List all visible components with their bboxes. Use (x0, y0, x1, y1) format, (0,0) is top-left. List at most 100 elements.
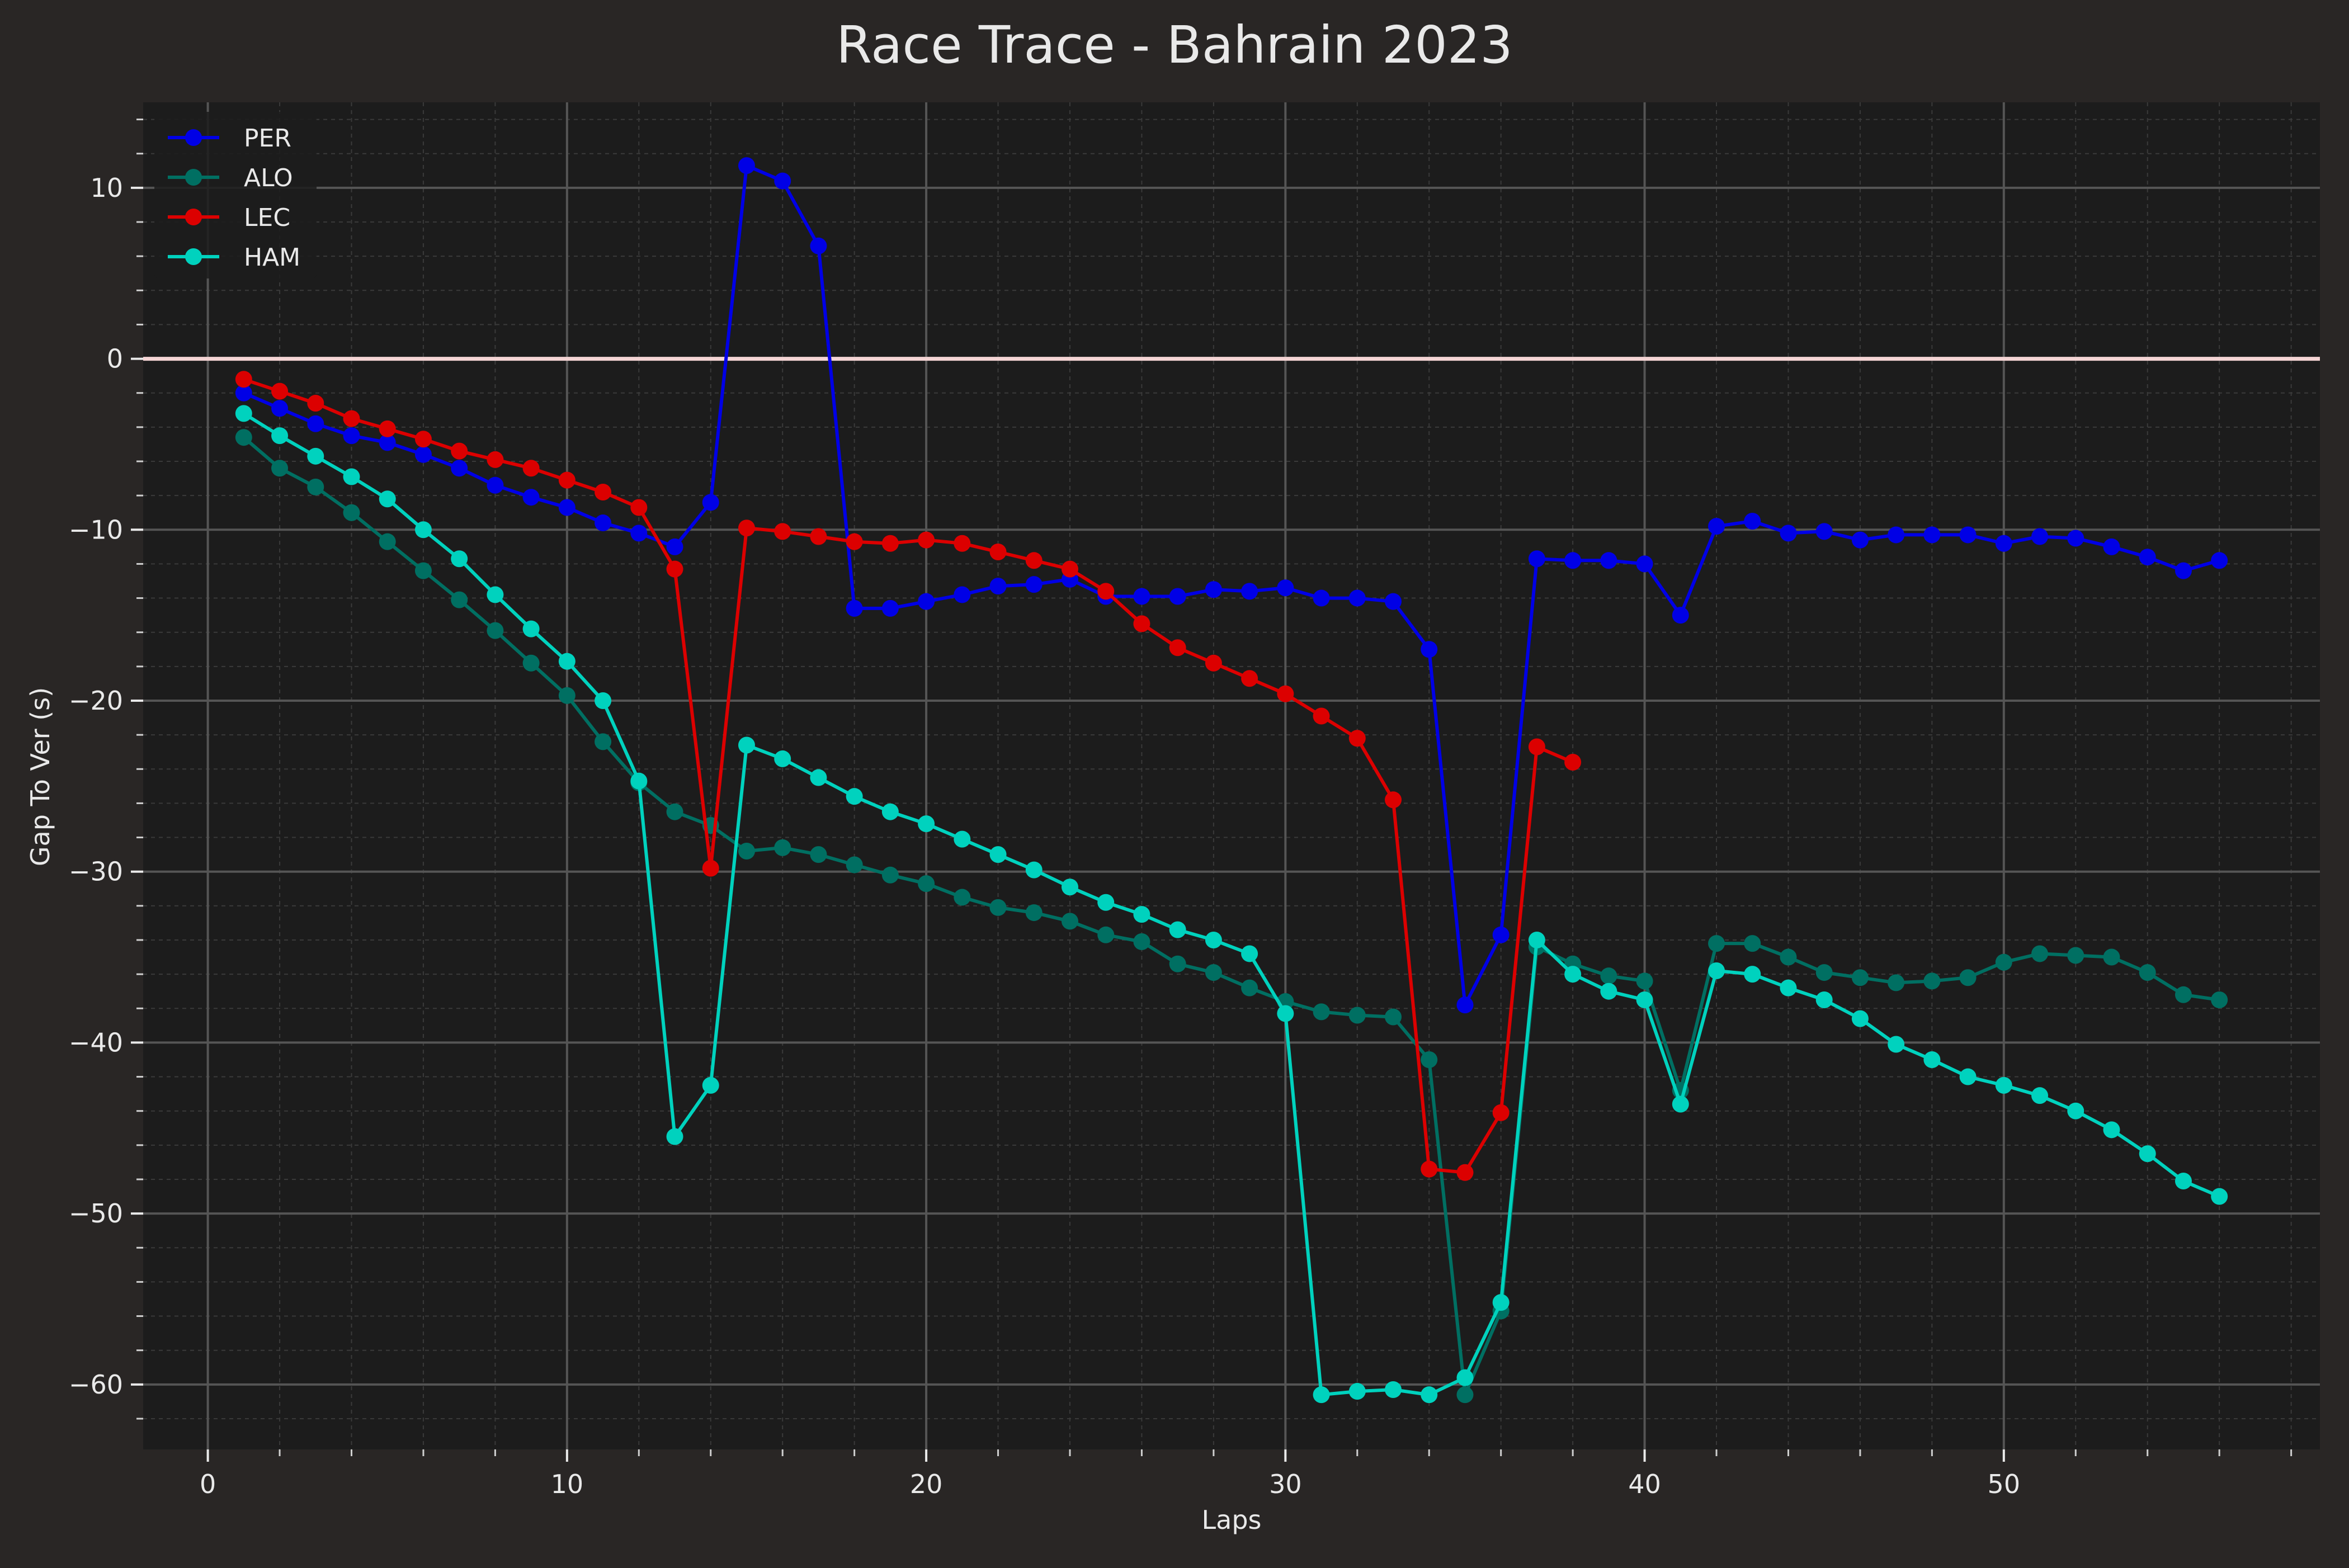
data-point (1133, 933, 1150, 951)
x-tick-label: 20 (910, 1469, 943, 1499)
data-point (2031, 1087, 2049, 1104)
data-point (1061, 913, 1078, 930)
y-tick-label: −40 (69, 1027, 123, 1057)
data-point (1385, 1381, 1402, 1399)
data-point (522, 489, 540, 506)
data-point (2103, 948, 2120, 966)
data-point (558, 471, 576, 489)
data-point (1421, 641, 1438, 658)
data-point (1348, 1383, 1366, 1400)
data-point (2031, 528, 2049, 545)
data-point (1348, 589, 1366, 607)
data-point (1959, 1068, 1977, 1085)
data-point (1205, 654, 1222, 672)
data-point (522, 460, 540, 477)
data-point (343, 468, 360, 485)
data-point (989, 899, 1007, 916)
data-point (846, 856, 863, 873)
data-point (343, 504, 360, 521)
data-point (379, 434, 396, 451)
data-point (1923, 972, 1941, 990)
data-point (379, 490, 396, 508)
y-tick-label: 10 (90, 173, 123, 203)
series-lec (235, 371, 1582, 1181)
data-point (1923, 1051, 1941, 1068)
legend-entry-per: PER (168, 124, 291, 153)
x-tick-label: 50 (1988, 1469, 2021, 1499)
data-point (2067, 1102, 2084, 1120)
data-point (738, 736, 755, 754)
data-point (2067, 530, 2084, 547)
legend-marker (185, 129, 202, 146)
data-point (558, 687, 576, 704)
legend-entry-alo: ALO (168, 164, 293, 192)
data-point (307, 415, 324, 432)
data-point (1888, 974, 1905, 991)
data-point (379, 533, 396, 550)
y-tick-label: −60 (69, 1369, 123, 1400)
data-point (1708, 962, 1725, 980)
data-point (271, 382, 289, 400)
data-point (630, 499, 648, 516)
data-point (2211, 991, 2228, 1008)
data-point (666, 560, 683, 578)
data-point (810, 237, 827, 254)
data-point (271, 427, 289, 445)
data-point (1205, 931, 1222, 948)
minor-grid (143, 102, 2320, 1449)
data-point (1313, 1003, 1330, 1021)
data-point (918, 875, 935, 892)
y-tick-label: −20 (69, 686, 123, 716)
data-point (1744, 935, 1761, 952)
data-point (595, 692, 612, 709)
data-point (379, 420, 396, 437)
legend-box (154, 112, 317, 278)
data-point (1277, 579, 1294, 597)
data-point (666, 1128, 683, 1145)
data-point (2139, 1145, 2156, 1163)
plot-area: 0 10 20 30 40 50 10 0 −10 −20 −30 −40 −50 −60 (69, 102, 2320, 1499)
data-point (1169, 921, 1186, 938)
data-point (1995, 953, 2012, 971)
legend-label: HAM (244, 243, 300, 272)
data-point (1780, 948, 1797, 966)
data-point (1492, 1104, 1510, 1121)
legend-label: LEC (244, 204, 290, 232)
data-point (989, 544, 1007, 561)
data-point (2031, 945, 2049, 962)
data-point (451, 550, 468, 568)
data-point (1169, 955, 1186, 972)
data-point (1241, 945, 1258, 962)
series-ham (235, 405, 2228, 1404)
data-point (630, 525, 648, 542)
data-point (1672, 607, 1689, 624)
data-point (1780, 525, 1797, 542)
y-tick-label: 0 (107, 344, 123, 374)
data-point (595, 484, 612, 501)
data-point (846, 533, 863, 550)
data-point (1744, 966, 1761, 983)
data-point (774, 172, 791, 190)
data-point (738, 519, 755, 537)
data-point (1313, 707, 1330, 725)
data-point (414, 446, 432, 463)
data-point (630, 772, 648, 790)
y-tick-label: −30 (69, 857, 123, 887)
data-point (1851, 531, 1869, 549)
legend-label: ALO (244, 164, 293, 192)
data-point (881, 599, 899, 617)
plot-background (143, 102, 2320, 1449)
data-point (1708, 518, 1725, 535)
data-point (1169, 588, 1186, 605)
data-point (810, 846, 827, 863)
chart-title: Race Trace - Bahrain 2023 (836, 15, 1513, 75)
data-point (1636, 991, 1653, 1008)
data-point (846, 788, 863, 805)
data-point (1421, 1160, 1438, 1178)
legend-marker (185, 209, 202, 225)
data-point (1959, 969, 1977, 986)
data-point (1025, 552, 1043, 569)
data-point (235, 405, 252, 422)
data-point (1636, 972, 1653, 990)
x-tick-label: 30 (1269, 1469, 1302, 1499)
